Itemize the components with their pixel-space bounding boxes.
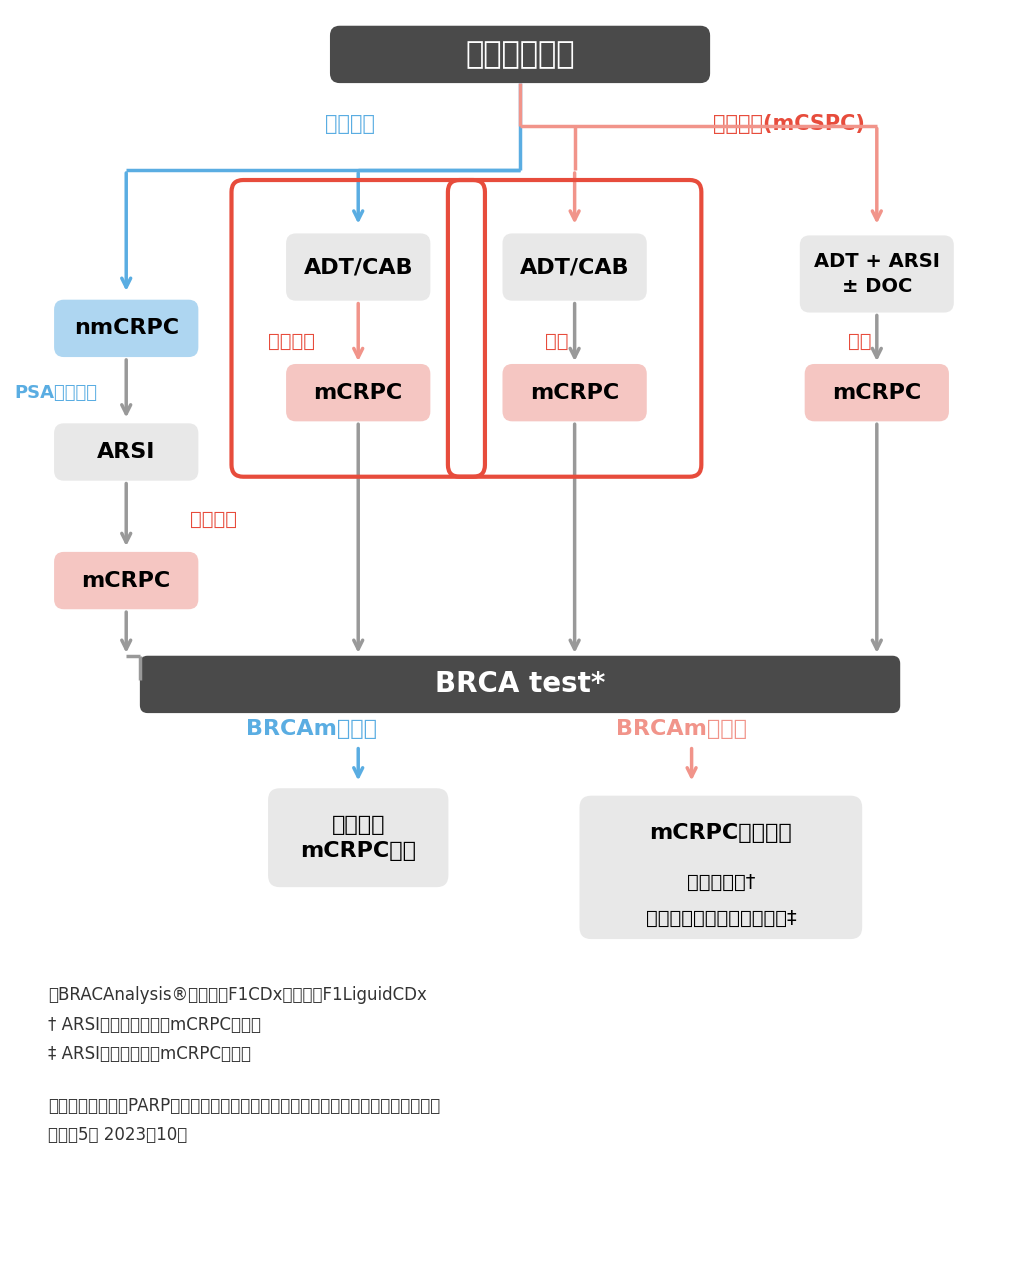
Text: ADT/CAB: ADT/CAB: [304, 258, 413, 277]
FancyBboxPatch shape: [55, 423, 199, 481]
Text: 転移出現: 転移出現: [268, 332, 315, 351]
Text: ARSI: ARSI: [97, 442, 155, 462]
FancyBboxPatch shape: [140, 655, 900, 714]
Text: BRCAm（＋）: BRCAm（＋）: [616, 719, 747, 739]
Text: BRCAm（－）: BRCAm（－）: [246, 719, 377, 739]
Text: mCRPC一次治療: mCRPC一次治療: [649, 822, 792, 842]
Text: ADT + ARSI
± DOC: ADT + ARSI ± DOC: [814, 253, 939, 296]
Text: ‡ ARSI治療歴のないmCRPCが対象: ‡ ARSI治療歴のないmCRPCが対象: [48, 1046, 251, 1063]
Text: 改訂第5版 2023年10月: 改訂第5版 2023年10月: [48, 1127, 187, 1144]
Text: 前立腺癌診断: 前立腺癌診断: [465, 40, 575, 69]
Text: ＋BRACAnalysis®あるいはF1CDxあるいはF1LiguidCDx: ＋BRACAnalysis®あるいはF1CDxあるいはF1LiguidCDx: [48, 986, 427, 1004]
FancyBboxPatch shape: [268, 788, 449, 887]
FancyBboxPatch shape: [286, 234, 430, 301]
Text: ADT/CAB: ADT/CAB: [520, 258, 630, 277]
FancyBboxPatch shape: [330, 25, 710, 83]
Text: オラパリブ†: オラパリブ†: [686, 873, 755, 892]
Text: オラパリブ＋アビラテロン‡: オラパリブ＋アビラテロン‡: [645, 909, 796, 928]
FancyBboxPatch shape: [286, 364, 430, 422]
Text: 転移あり(mCSPC): 転移あり(mCSPC): [713, 114, 865, 134]
Text: 前立腺癌におけるPARP阻害薬のコンパニオン診断を実施する際の考え方（見解書）: 前立腺癌におけるPARP阻害薬のコンパニオン診断を実施する際の考え方（見解書）: [48, 1096, 440, 1115]
Text: PSAのみ進行: PSAのみ進行: [14, 384, 98, 402]
Text: mCRPC: mCRPC: [81, 571, 171, 591]
Text: 転移出現: 転移出現: [189, 510, 237, 529]
FancyBboxPatch shape: [805, 364, 949, 422]
FancyBboxPatch shape: [55, 299, 199, 357]
FancyBboxPatch shape: [55, 552, 199, 609]
FancyBboxPatch shape: [502, 364, 647, 422]
Text: 進行: 進行: [545, 332, 569, 351]
Text: nmCRPC: nmCRPC: [74, 318, 179, 338]
Text: mCRPC: mCRPC: [530, 383, 619, 403]
FancyBboxPatch shape: [579, 796, 862, 940]
FancyBboxPatch shape: [502, 234, 647, 301]
Text: その他の
mCRPC治療: その他の mCRPC治療: [300, 815, 416, 861]
Text: † ARSI治療歴を有するmCRPCが対象: † ARSI治療歴を有するmCRPCが対象: [48, 1015, 261, 1033]
Text: 進行: 進行: [848, 332, 872, 351]
FancyBboxPatch shape: [800, 235, 954, 312]
Text: mCRPC: mCRPC: [314, 383, 402, 403]
Text: 転移なし: 転移なし: [325, 114, 376, 134]
Text: BRCA test*: BRCA test*: [435, 671, 605, 698]
Text: mCRPC: mCRPC: [832, 383, 921, 403]
